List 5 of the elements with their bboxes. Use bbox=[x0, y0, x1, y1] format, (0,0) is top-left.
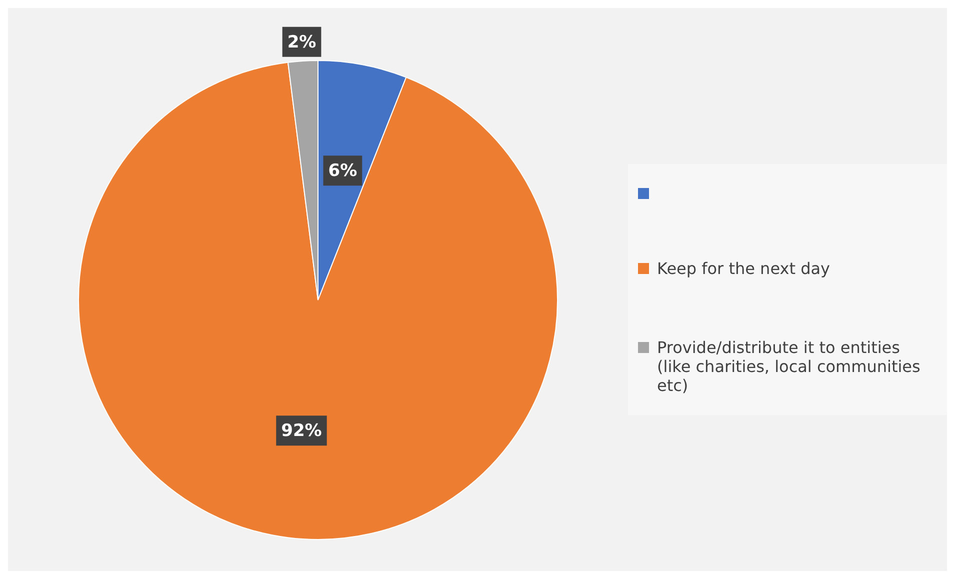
legend-label: Keep for the next day bbox=[657, 259, 830, 278]
data-label: 2% bbox=[287, 32, 316, 52]
legend-label: Provide/distribute it to entities (like charities, local communities etc) bbox=[657, 338, 922, 395]
data-label: 6% bbox=[328, 160, 358, 181]
data-label: 92% bbox=[281, 420, 322, 441]
